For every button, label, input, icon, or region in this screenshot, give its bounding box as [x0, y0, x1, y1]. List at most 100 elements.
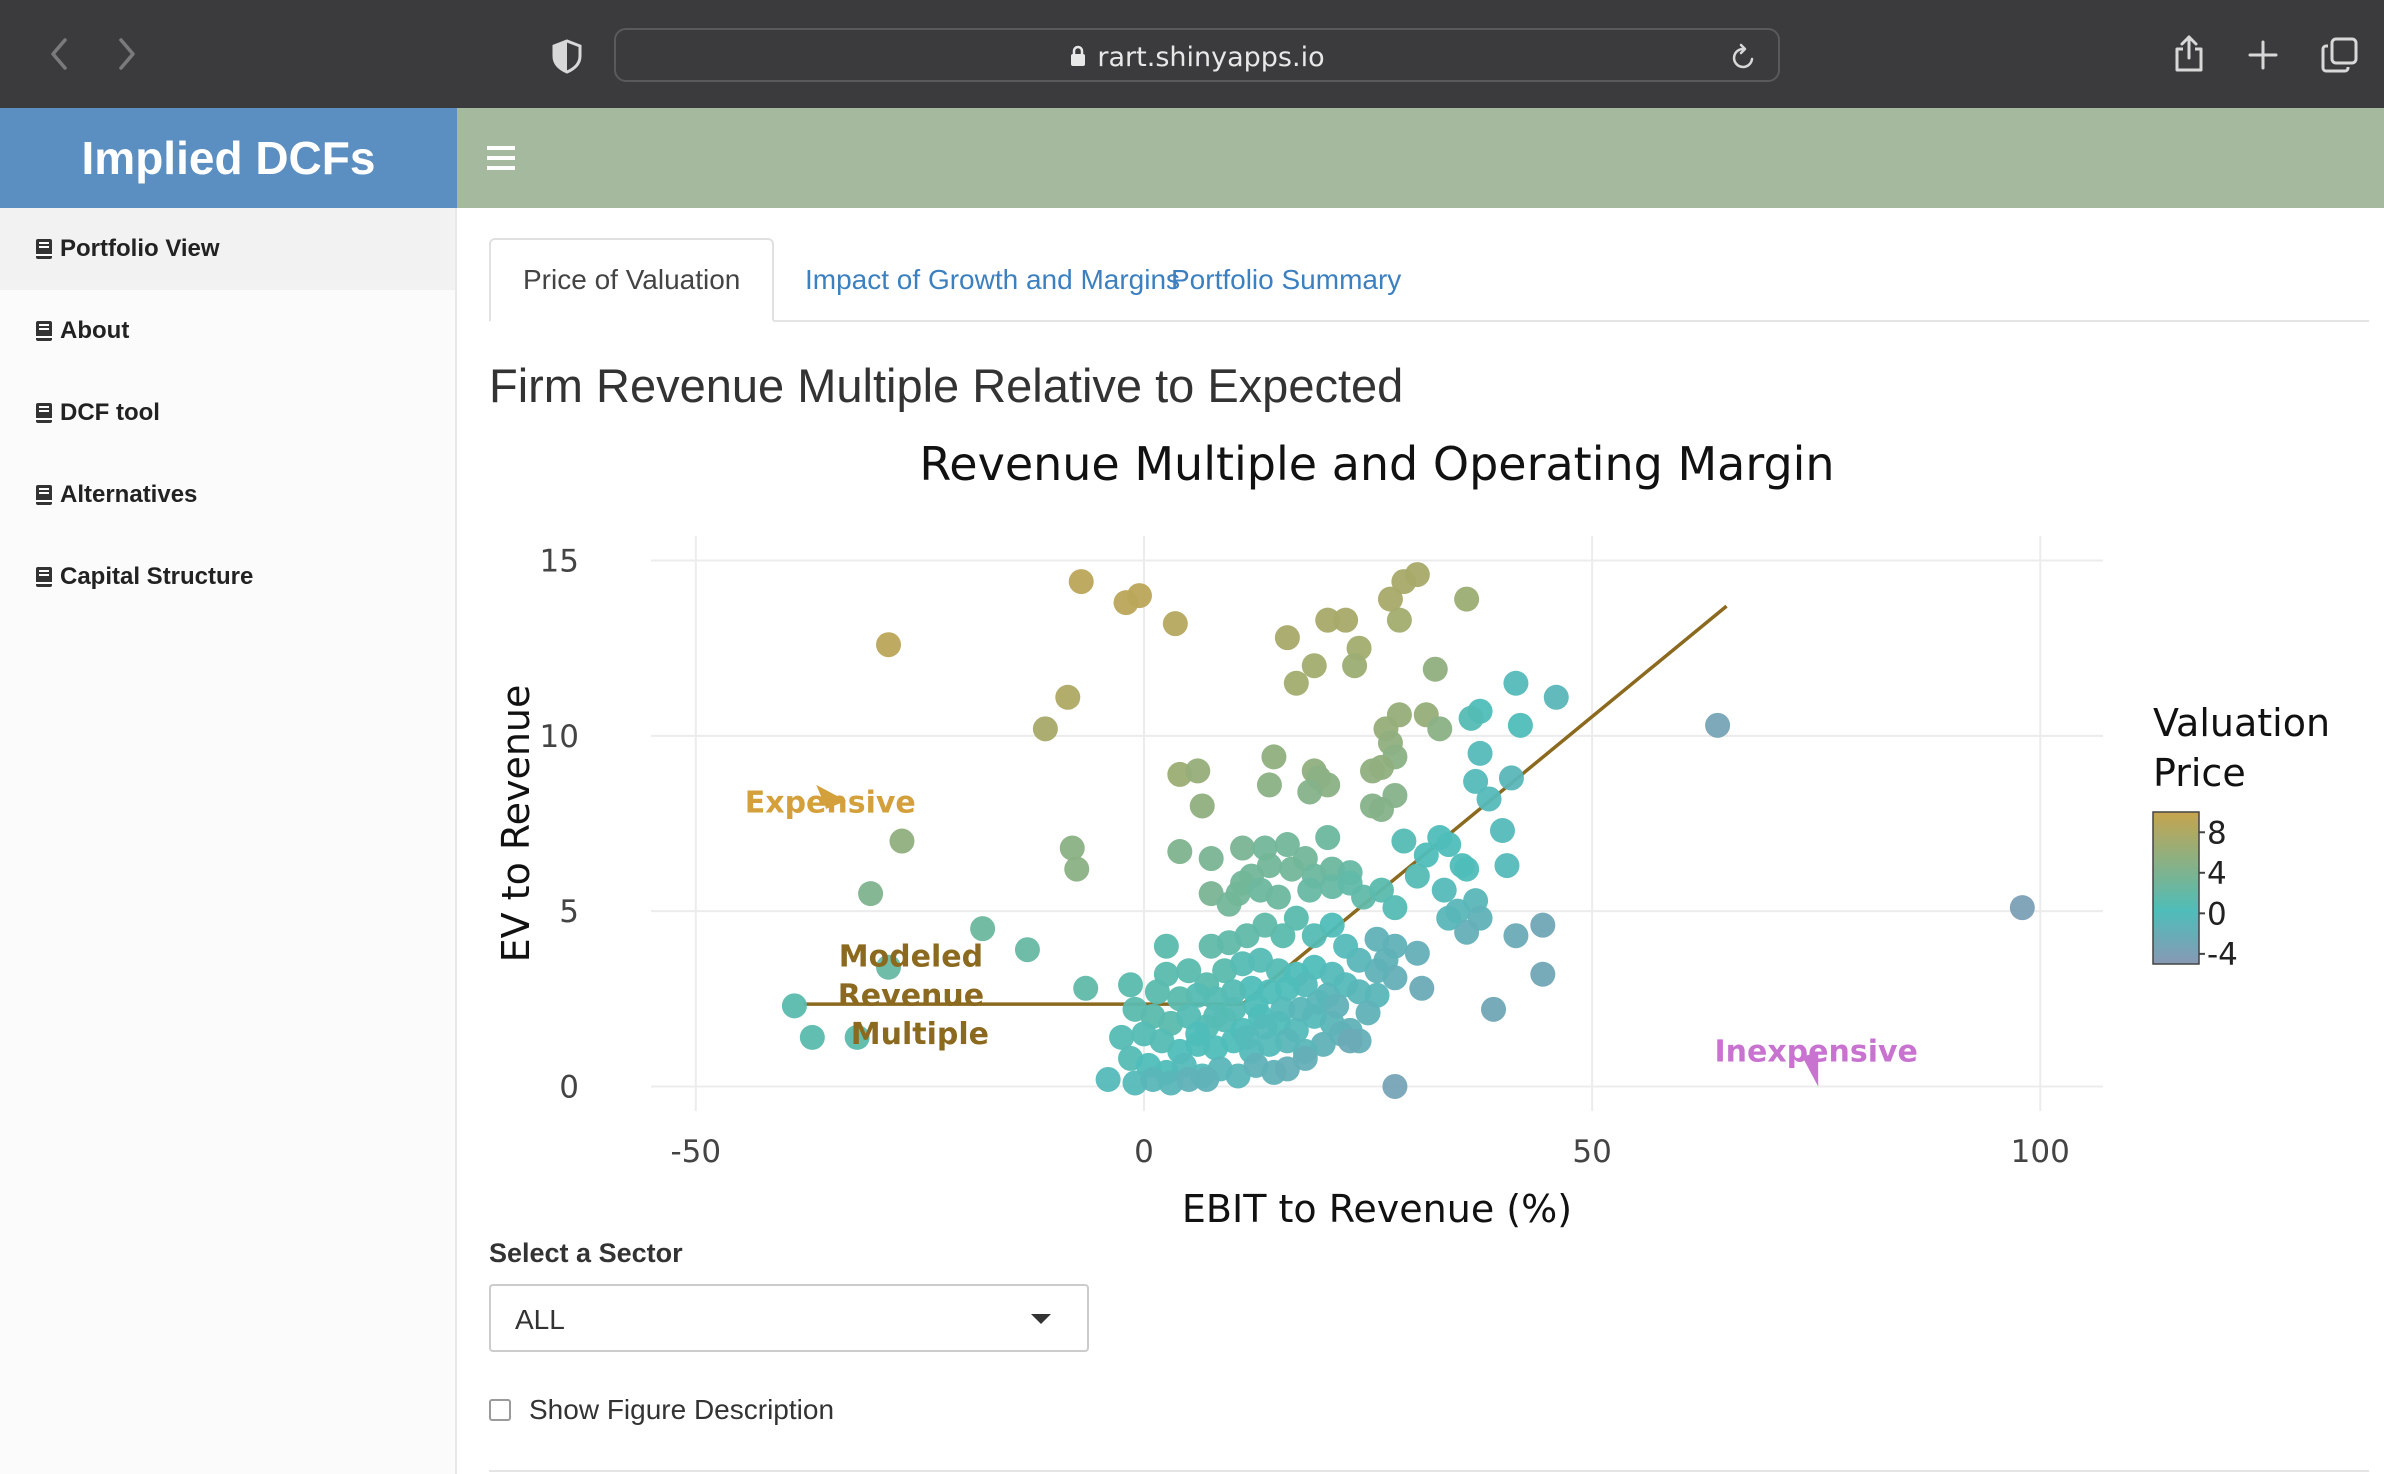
share-icon[interactable] [2172, 32, 2206, 74]
scatter-point[interactable] [1355, 1000, 1381, 1026]
scatter-point[interactable] [889, 828, 915, 854]
scatter-point[interactable] [1109, 1024, 1135, 1050]
scatter-point[interactable] [1543, 684, 1569, 710]
scatter-point[interactable] [1422, 656, 1448, 682]
scatter-point[interactable] [1176, 1066, 1202, 1092]
scatter-point[interactable] [1503, 923, 1529, 949]
scatter-point[interactable] [1409, 975, 1435, 1001]
scatter-point[interactable] [1404, 562, 1430, 588]
scatter-point[interactable] [1467, 740, 1493, 766]
scatter-point[interactable] [876, 954, 902, 980]
scatter-point[interactable] [1064, 856, 1090, 882]
scatter-point[interactable] [1494, 853, 1520, 879]
scatter-point[interactable] [1454, 586, 1480, 612]
scatter-point[interactable] [1176, 958, 1202, 984]
scatter-chart[interactable]: ExpensiveModeledRevenueMultipleInexpensi… [457, 208, 2384, 1228]
scatter-point[interactable] [1436, 832, 1462, 858]
scatter-point[interactable] [1198, 933, 1224, 959]
scatter-point[interactable] [1391, 828, 1417, 854]
scatter-point[interactable] [1404, 940, 1430, 966]
scatter-point[interactable] [1014, 937, 1040, 963]
scatter-point[interactable] [844, 1024, 870, 1050]
scatter-point[interactable] [1189, 793, 1215, 819]
scatter-point[interactable] [1476, 786, 1502, 812]
scatter-point[interactable] [1382, 1073, 1408, 1099]
sidebar-item-portfolio-view[interactable]: Portfolio View [0, 208, 455, 290]
back-arrow-icon[interactable] [40, 30, 80, 78]
scatter-point[interactable] [1301, 653, 1327, 679]
tab-impact-of-growth-and-margins[interactable]: Impact of Growth and Margins [805, 264, 1181, 295]
scatter-point[interactable] [1203, 1003, 1229, 1029]
reload-icon[interactable] [1730, 42, 1758, 72]
scatter-point[interactable] [1118, 972, 1144, 998]
scatter-point[interactable] [2009, 895, 2035, 921]
scatter-point[interactable] [799, 1024, 825, 1050]
scatter-point[interactable] [1431, 877, 1457, 903]
scatter-point[interactable] [1705, 712, 1731, 738]
sector-dropdown[interactable]: ALL [489, 1284, 1089, 1352]
scatter-point[interactable] [1216, 891, 1242, 917]
scatter-point[interactable] [1198, 846, 1224, 872]
scatter-point[interactable] [1498, 765, 1524, 791]
tabs-overview-icon[interactable] [2320, 36, 2360, 74]
scatter-point[interactable] [1297, 779, 1323, 805]
scatter-point[interactable] [1342, 653, 1368, 679]
scatter-point[interactable] [1185, 1021, 1211, 1047]
scatter-point[interactable] [1274, 832, 1300, 858]
scatter-point[interactable] [1059, 835, 1085, 861]
app-logo[interactable]: Implied DCFs [0, 108, 457, 208]
scatter-point[interactable] [1073, 975, 1099, 1001]
scatter-point[interactable] [1167, 839, 1193, 865]
scatter-point[interactable] [1436, 905, 1462, 931]
sidebar-item-dcf-tool[interactable]: DCF tool [0, 372, 455, 454]
scatter-point[interactable] [1243, 993, 1269, 1019]
sidebar-item-about[interactable]: About [0, 290, 455, 372]
address-bar[interactable]: rart.shinyapps.io [614, 28, 1780, 82]
scatter-point[interactable] [1530, 912, 1556, 938]
scatter-point[interactable] [1463, 768, 1489, 794]
scatter-point[interactable] [1368, 877, 1394, 903]
scatter-point[interactable] [1458, 705, 1484, 731]
hamburger-menu-icon[interactable] [487, 146, 515, 170]
scatter-point[interactable] [1315, 607, 1341, 633]
scatter-point[interactable] [1386, 607, 1412, 633]
scatter-point[interactable] [1279, 856, 1305, 882]
scatter-point[interactable] [1413, 842, 1439, 868]
new-tab-plus-icon[interactable] [2246, 38, 2280, 72]
scatter-point[interactable] [1230, 835, 1256, 861]
scatter-point[interactable] [1270, 996, 1296, 1022]
scatter-point[interactable] [876, 632, 902, 658]
scatter-point[interactable] [1489, 818, 1515, 844]
scatter-point[interactable] [970, 916, 996, 942]
scatter-point[interactable] [1377, 586, 1403, 612]
scatter-point[interactable] [1131, 1021, 1157, 1047]
sidebar-item-alternatives[interactable]: Alternatives [0, 454, 455, 536]
scatter-point[interactable] [1337, 1028, 1363, 1054]
scatter-point[interactable] [858, 881, 884, 907]
scatter-point[interactable] [1427, 716, 1453, 742]
scatter-points[interactable] [781, 562, 2035, 1099]
tab-portfolio-summary[interactable]: Portfolio Summary [1171, 264, 1402, 295]
show-description-checkbox[interactable] [489, 1399, 511, 1421]
scatter-point[interactable] [1404, 863, 1430, 889]
scatter-point[interactable] [1265, 884, 1291, 910]
scatter-point[interactable] [1256, 772, 1282, 798]
scatter-point[interactable] [1324, 993, 1350, 1019]
scatter-point[interactable] [1194, 1066, 1220, 1092]
sidebar-item-capital-structure[interactable]: Capital Structure [0, 536, 455, 618]
scatter-point[interactable] [1382, 895, 1408, 921]
scatter-point[interactable] [1301, 923, 1327, 949]
scatter-point[interactable] [1261, 744, 1287, 770]
scatter-point[interactable] [1454, 856, 1480, 882]
scatter-point[interactable] [1126, 583, 1152, 609]
scatter-point[interactable] [1055, 684, 1081, 710]
scatter-point[interactable] [1283, 905, 1309, 931]
scatter-point[interactable] [1315, 825, 1341, 851]
scatter-point[interactable] [1507, 712, 1533, 738]
scatter-point[interactable] [1360, 793, 1386, 819]
scatter-point[interactable] [1333, 607, 1359, 633]
scatter-point[interactable] [781, 993, 807, 1019]
scatter-point[interactable] [1144, 979, 1170, 1005]
scatter-point[interactable] [1234, 1024, 1260, 1050]
scatter-point[interactable] [1068, 569, 1094, 595]
